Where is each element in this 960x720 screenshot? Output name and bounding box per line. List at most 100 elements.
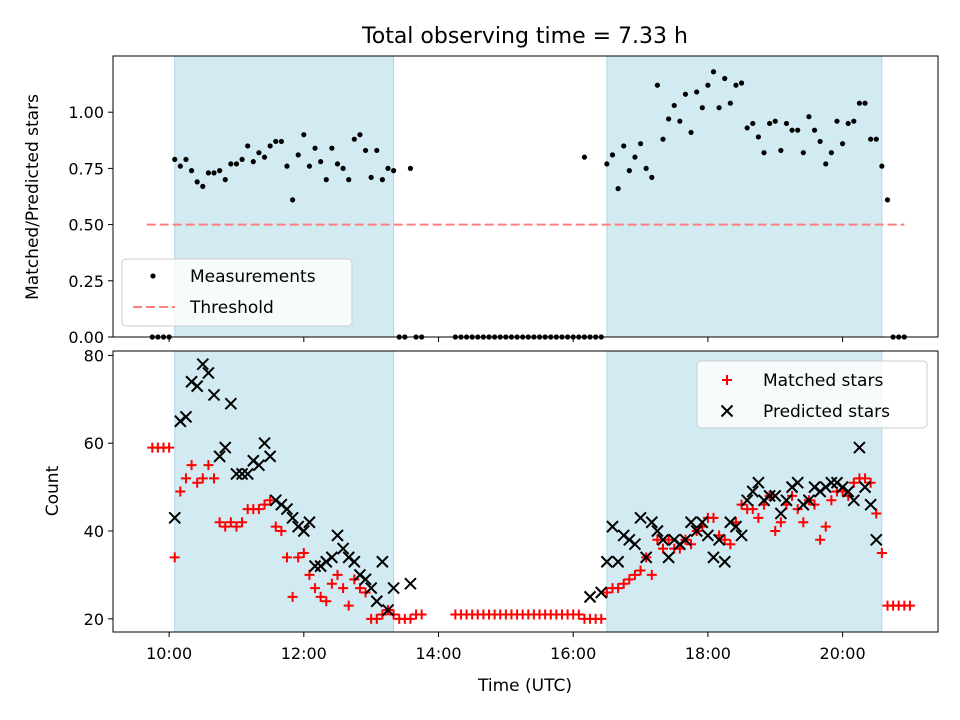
predicted-star-point — [752, 476, 765, 489]
legend-label: Matched stars — [763, 371, 883, 391]
matched-star-point — [332, 569, 343, 580]
measurement-point — [239, 156, 245, 163]
measurement-point — [621, 143, 627, 149]
matched-star-point — [253, 504, 264, 515]
x-tick-label: 16:00 — [550, 644, 596, 663]
measurement-point — [744, 125, 750, 131]
x-tick-label: 12:00 — [281, 644, 327, 663]
matched-star-point — [618, 578, 629, 589]
predicted-star-point — [241, 467, 254, 481]
predicted-star-point — [740, 494, 754, 507]
matched-star-point — [596, 613, 607, 624]
predicted-star-point — [690, 524, 703, 538]
predicted-star-point — [336, 542, 350, 555]
measurement-point — [778, 147, 784, 154]
predicted-star-point — [656, 533, 670, 547]
matched-star-point — [601, 587, 612, 598]
measurement-point — [727, 100, 733, 106]
bottom-panel: 20 40 60 80 10:00 12:00 14:00 16:00 18:00 20:00 C… — [43, 346, 939, 696]
measurement-point — [811, 127, 818, 133]
bottom-legend: Matched stars Predicted stars — [696, 360, 928, 429]
matched-star-point — [321, 596, 332, 607]
predicted-star-point — [746, 485, 760, 498]
matched-star-point — [231, 521, 242, 532]
predicted-star-point — [600, 555, 614, 568]
measurement-point — [340, 165, 346, 171]
predicted-star-point — [381, 603, 395, 617]
measurement-point — [284, 163, 290, 169]
matched-star-point — [624, 574, 635, 585]
matched-star-point — [798, 517, 809, 528]
measurement-point — [649, 174, 655, 180]
measurement-point — [323, 177, 329, 183]
measurement-point — [250, 159, 256, 165]
measurement-point — [233, 161, 240, 167]
measurement-point — [312, 145, 318, 151]
predicted-star-point — [611, 555, 625, 568]
predicted-star-point — [190, 379, 204, 393]
y-tick-label: 0.25 — [68, 272, 104, 291]
top-legend: Measurements Threshold — [121, 258, 353, 327]
legend-box — [121, 258, 353, 327]
predicted-star-point — [870, 533, 883, 547]
matched-star-point — [197, 473, 208, 484]
predicted-star-point — [696, 516, 709, 529]
y-tick-label: 40 — [84, 522, 104, 541]
legend-label: Predicted stars — [763, 402, 890, 422]
top-panel: 0.00 0.25 0.50 0.75 1.00 Matched/Predicted s… — [23, 55, 939, 347]
matched-star-point — [820, 521, 831, 532]
measurement-point — [581, 154, 588, 160]
predicted-star-point — [331, 529, 344, 542]
predicted-star-point — [359, 573, 372, 586]
measurement-point — [205, 170, 212, 176]
measurement-point — [615, 186, 621, 192]
matched-star-point — [164, 442, 175, 453]
matched-star-point — [658, 543, 668, 554]
matched-star-point — [310, 583, 321, 594]
measurement-point — [789, 127, 795, 133]
measurement-point — [660, 136, 666, 142]
measurement-point — [194, 179, 200, 185]
measurement-point — [278, 138, 284, 145]
predicted-star-point — [645, 516, 658, 529]
measurement-point — [873, 136, 879, 142]
legend-label: Measurements — [190, 267, 316, 287]
measurement-point — [677, 118, 683, 124]
predicted-star-point — [303, 516, 316, 529]
matched-star-point — [315, 591, 326, 602]
measurement-point — [845, 120, 851, 127]
predicted-star-point — [791, 476, 804, 489]
predicted-star-point — [404, 577, 417, 590]
measurement-point — [346, 177, 352, 183]
predicted-star-point — [802, 494, 816, 507]
measurement-point — [604, 161, 610, 167]
measurement-point — [666, 116, 672, 122]
matched-star-point — [826, 495, 837, 506]
matched-star-point — [371, 613, 382, 624]
bottom-data-points — [147, 357, 915, 624]
matched-star-point — [646, 569, 657, 580]
chart-title: Total observing time = 7.33 h — [361, 24, 688, 49]
predicted-star-point — [202, 366, 215, 380]
matched-star-point — [169, 552, 180, 563]
matched-star-point — [708, 512, 719, 523]
y-tick-label: 0.50 — [68, 216, 104, 235]
matched-star-point — [904, 600, 915, 611]
measurement-point — [800, 150, 806, 156]
legend-box — [696, 360, 928, 429]
predicted-star-point — [224, 397, 238, 410]
matched-star-point — [209, 473, 220, 484]
matched-star-point — [629, 569, 640, 580]
matched-star-point — [287, 591, 298, 602]
matched-star-point — [416, 609, 427, 620]
bottom-y-axis-label: Count — [43, 465, 63, 516]
matched-star-point — [259, 499, 270, 510]
y-tick-label: 1.00 — [68, 103, 104, 122]
predicted-star-point — [583, 590, 597, 604]
measurement-point — [733, 82, 739, 88]
predicted-star-point — [308, 559, 322, 573]
measurement-point — [699, 105, 705, 111]
measurement-point — [834, 118, 840, 124]
predicted-star-point — [780, 494, 793, 507]
measurement-point — [362, 147, 369, 154]
